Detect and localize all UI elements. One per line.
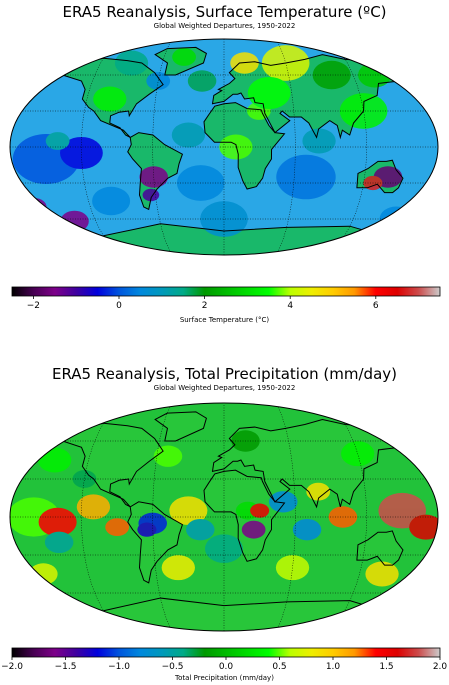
colorbar-gradient [11,286,441,297]
colorbar-tick-label: 1.0 [326,662,341,672]
coastline-antarctica [46,223,401,255]
map-border [9,402,439,632]
anomaly-patch [276,154,336,200]
anomaly-patch [72,470,97,488]
colorbar-tick-label: −2 [27,301,40,311]
land-north-america [46,423,164,507]
anomaly-patch [268,491,298,513]
temperature-panel: ERA5 Reanalysis, Surface Temperature (ºC… [0,0,449,330]
anomaly-patch [92,186,131,216]
precipitation-colorbar: −2.0 −1.5 −1.0 −0.5 0.0 0.5 1.0 1.5 2.0 [1,647,448,672]
anomaly-patch [76,494,111,520]
anomaly-patch [302,128,336,154]
coastline-greenland [154,411,208,442]
coastline-africa [203,102,286,190]
anomaly-patch [93,86,127,112]
colorbar-tick-label: 2 [202,301,208,311]
colorbar-tick-label: 0.0 [219,662,234,672]
coastline-australia [356,159,404,194]
anomaly-patch [114,50,149,76]
land-eurasia [212,419,413,507]
anomaly-patch [312,60,351,90]
coastline-eurasia [211,418,414,509]
longitude-line [275,39,296,255]
longitude-line [152,39,173,255]
anomaly-patch [38,447,72,473]
anomaly-patch [379,206,413,232]
precipitation-colorbar-label: Total Precipitation (mm/day) [175,674,274,682]
anomaly-patch [137,522,157,537]
colorbar-tick-label: 1.5 [379,662,393,672]
colorbar-tick-label: 4 [287,301,293,311]
colorbar-gradient [11,647,441,658]
land-greenland [155,411,207,441]
temperature-title: ERA5 Reanalysis, Surface Temperature (ºC… [62,3,387,21]
anomaly-patch [171,122,206,148]
anomaly-patch [169,496,208,525]
anomaly-patch [365,561,399,587]
anomaly-patch [204,534,244,563]
colorbar-tick-label: −1.5 [55,662,77,672]
precipitation-title: ERA5 Reanalysis, Total Precipitation (mm… [51,365,397,383]
anomaly-patch [38,507,77,537]
colorbar-tick-label: 2.0 [433,662,448,672]
anomaly-patch [292,518,322,541]
anomaly-patch [146,72,171,90]
anomaly-patch [241,520,266,539]
anomaly-patch [186,518,215,541]
anomaly-patch [105,518,130,537]
longitude-line [327,39,367,255]
anomaly-patch [45,132,70,150]
coastline-antarctica [46,597,401,631]
anomaly-patch [153,445,183,467]
coastline-greenland [154,46,208,76]
temperature-colorbar-label: Surface Temperature (°C) [179,316,270,324]
precipitation-subtitle: Global Weighted Departures, 1950-2022 [153,384,296,392]
coastline-africa [203,469,286,562]
coastline-australia [356,530,404,566]
anomaly-patch [29,563,58,585]
temperature-colorbar: −2 0 2 4 6 [11,286,441,311]
anomaly-patch [409,514,438,540]
temperature-map [9,38,439,256]
anomaly-patch [247,76,291,110]
coastline-eurasia [211,54,414,140]
temperature-subtitle: Global Weighted Departures, 1950-2022 [153,22,296,30]
colorbar-tick-label: −0.5 [162,662,184,672]
map-border [9,38,439,256]
longitude-line [275,403,296,631]
anomaly-patch [250,503,270,518]
colorbar-tick-label: −2.0 [1,662,23,672]
precipitation-map [9,402,439,632]
anomaly-patch [306,482,331,501]
colorbar-tick-label: 6 [373,301,379,311]
coastline-north-america [45,57,164,138]
anomaly-patch [172,48,196,66]
anomaly-patch [187,70,217,92]
colorbar-tick-label: −1.0 [108,662,130,672]
colorbar-tick-label: 0 [116,301,122,311]
anomaly-patch [22,198,47,216]
precipitation-panel: ERA5 Reanalysis, Total Precipitation (mm… [0,360,449,685]
longitude-line [81,39,121,255]
colorbar-tick-label: 0.5 [272,662,286,672]
anomaly-patch [161,555,195,581]
coastline-south-america [127,501,184,584]
coastline-north-america [45,422,164,508]
anomaly-patch [44,531,74,554]
anomaly-patch [60,136,103,170]
coastline-south-america [127,132,184,211]
longitude-line [152,403,173,631]
